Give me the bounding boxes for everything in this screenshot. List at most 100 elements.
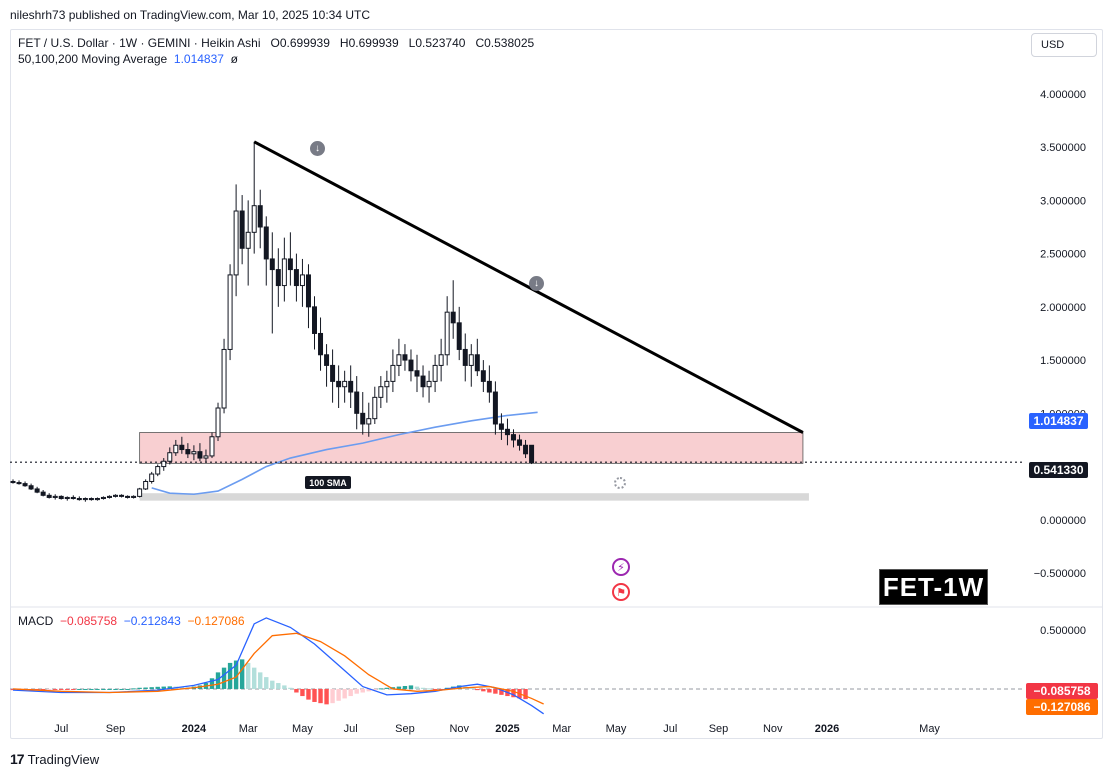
macd-histogram-bar xyxy=(71,688,76,690)
macd-histogram-bar xyxy=(378,688,384,690)
macd-histogram-bar xyxy=(77,688,82,690)
x-tick-label: Mar xyxy=(239,723,258,735)
macd-histogram-bar xyxy=(227,662,233,689)
y-tick-label: 2.500000 xyxy=(1040,249,1086,261)
us-flag-event-icon[interactable]: ⚑ xyxy=(612,583,630,601)
macd-histogram-bar xyxy=(384,687,390,689)
candle-body xyxy=(155,466,161,475)
macd-histogram-bar xyxy=(523,688,528,700)
high-label: H xyxy=(339,36,349,50)
macd-histogram-bar xyxy=(221,667,227,689)
macd-histogram-bar xyxy=(40,688,46,691)
macd-histogram-bar xyxy=(276,683,281,689)
candle-body xyxy=(10,480,16,484)
macd-hist-tag: −0.085758 xyxy=(1026,683,1098,699)
macd-histogram-bar xyxy=(306,688,311,700)
candle-body xyxy=(221,348,227,409)
candle-body xyxy=(305,274,311,308)
candle-body xyxy=(82,498,88,501)
candle-body xyxy=(523,444,529,455)
macd-histogram-bar xyxy=(215,672,221,689)
macd-histogram-bar xyxy=(107,688,112,690)
sma-100-line xyxy=(151,411,538,496)
candle-body xyxy=(372,396,378,420)
flash-event-icon[interactable]: ⚡ xyxy=(612,558,630,576)
y-tick-label: 2.000000 xyxy=(1040,302,1086,314)
candle-body xyxy=(414,370,420,377)
candle-body xyxy=(149,473,155,482)
x-tick-label: Jul xyxy=(344,723,358,735)
macd-histogram-bar xyxy=(294,688,299,693)
candle-body xyxy=(510,434,516,441)
tradingview-logo[interactable]: 17 TradingView xyxy=(10,751,99,767)
macd-histogram-bar xyxy=(155,686,160,689)
macd-histogram-bar xyxy=(432,688,438,690)
macd-histogram-bar xyxy=(233,660,239,689)
candle-body xyxy=(384,380,390,388)
x-tick-label: Nov xyxy=(763,723,783,735)
tradingview-wordmark: TradingView xyxy=(27,751,100,767)
lower-zone xyxy=(139,493,809,501)
macd-histogram-bar xyxy=(245,662,251,689)
candle-body xyxy=(191,451,197,455)
candle-body xyxy=(486,380,492,393)
candle-body xyxy=(504,428,510,436)
down-arrow-icon[interactable]: ↓ xyxy=(310,141,325,156)
candle-body xyxy=(34,488,40,493)
candle-body xyxy=(161,460,167,468)
candle-body xyxy=(251,205,257,233)
macd-signal-line xyxy=(12,632,544,705)
macd-histogram-bar xyxy=(475,688,480,691)
candle-body xyxy=(312,306,317,334)
macd-histogram-bar xyxy=(252,667,257,689)
chart-frame xyxy=(10,29,1103,739)
candle-body xyxy=(299,274,305,287)
currency-label: USD xyxy=(1041,39,1065,51)
macd-histogram-bar xyxy=(481,688,486,692)
macd-histogram-bar xyxy=(59,688,64,690)
y-tick-label: 3.500000 xyxy=(1040,142,1086,154)
macd-histogram-bar xyxy=(95,688,100,690)
macd-histogram-bar xyxy=(209,678,215,689)
macd-histogram-bar xyxy=(360,688,365,693)
candle-body xyxy=(58,495,64,500)
candle-body xyxy=(119,494,125,497)
x-tick-label: Nov xyxy=(449,723,469,735)
ma-label[interactable]: 50,100,200 Moving Average xyxy=(18,52,168,66)
candle-body xyxy=(203,455,209,459)
candle-body xyxy=(480,370,486,382)
x-tick-label: May xyxy=(919,723,940,735)
x-tick-label: May xyxy=(606,723,627,735)
down-arrow-icon[interactable]: ↓ xyxy=(529,276,544,291)
loading-spinner-icon xyxy=(614,477,626,489)
candle-body xyxy=(456,322,462,350)
candle-body xyxy=(263,226,269,260)
candle-body xyxy=(22,483,28,487)
macd-histogram-bar xyxy=(511,688,516,698)
macd-label[interactable]: MACD xyxy=(18,614,54,628)
symbol-label[interactable]: FET / U.S. Dollar · 1W · GEMINI · Heikin… xyxy=(18,36,261,50)
ma-value: 1.014837 xyxy=(173,52,224,66)
sma-annotation-label: 100 SMA xyxy=(305,476,351,489)
candle-body xyxy=(450,311,456,324)
currency-selector[interactable]: USD xyxy=(1031,33,1097,57)
macd-histogram-bar xyxy=(137,687,142,689)
ma-price-tag: 1.014837 xyxy=(1029,413,1088,429)
x-tick-label: Sep xyxy=(106,723,126,735)
candle-body xyxy=(444,311,450,356)
candle-body xyxy=(366,418,372,425)
candle-body xyxy=(324,354,330,366)
y-tick-label: 0.000000 xyxy=(1040,515,1086,527)
macd-histogram-bar xyxy=(300,688,305,697)
candle-body xyxy=(245,231,251,249)
macd-histogram-bar xyxy=(113,688,118,690)
low-value: 0.523740 xyxy=(415,36,466,50)
macd-histogram-bar xyxy=(149,687,154,689)
macd-hist-value: −0.085758 xyxy=(60,614,118,628)
candle-body xyxy=(438,354,444,366)
x-tick-label: May xyxy=(292,723,313,735)
macd-histogram-bar xyxy=(167,686,172,689)
candle-body xyxy=(269,258,275,271)
candle-body xyxy=(517,439,523,446)
